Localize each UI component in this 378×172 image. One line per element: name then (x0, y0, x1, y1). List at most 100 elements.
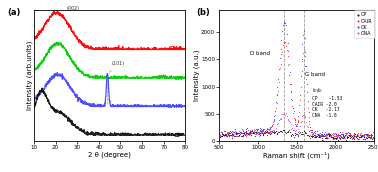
Point (364, 134, 370, 136)
Point (257, 133, 263, 136)
Point (328, 134, 334, 137)
Point (368, 136, 374, 138)
Point (302, 116, 308, 118)
Point (287, 121, 293, 124)
Point (363, 134, 369, 137)
Point (302, 114, 308, 117)
Point (255, 128, 261, 131)
Point (333, 138, 339, 140)
Point (321, 133, 327, 136)
Point (291, 128, 297, 131)
Point (333, 136, 339, 139)
Point (345, 134, 351, 136)
Point (322, 136, 328, 139)
Point (293, 125, 299, 127)
Point (261, 131, 267, 133)
Point (330, 134, 336, 136)
Point (342, 131, 348, 134)
Point (279, 50, 285, 53)
Point (288, 90, 294, 92)
X-axis label: 2 θ (degree): 2 θ (degree) (88, 152, 131, 158)
Point (370, 136, 376, 139)
Point (228, 134, 234, 136)
Point (326, 135, 332, 138)
Point (336, 133, 342, 136)
Text: G band: G band (305, 72, 325, 77)
Point (308, 134, 314, 137)
Point (230, 131, 236, 133)
Point (299, 133, 305, 136)
Point (352, 135, 358, 138)
Point (247, 131, 253, 134)
Point (301, 47, 307, 50)
Point (264, 130, 270, 132)
Point (260, 128, 266, 131)
Point (257, 132, 263, 135)
Point (306, 130, 312, 133)
Point (229, 134, 235, 137)
Point (313, 129, 319, 132)
Point (222, 132, 228, 135)
Point (303, 132, 309, 135)
Point (285, 55, 291, 57)
Point (251, 132, 257, 135)
Point (341, 136, 347, 139)
Point (272, 131, 278, 134)
Point (349, 137, 355, 139)
Point (229, 132, 235, 135)
Point (227, 131, 233, 134)
Point (300, 51, 306, 54)
Point (318, 132, 324, 135)
Point (227, 134, 233, 137)
Point (268, 131, 274, 134)
Point (305, 134, 311, 136)
Point (344, 135, 350, 138)
Point (237, 133, 243, 136)
Point (266, 131, 273, 134)
Point (291, 120, 297, 123)
Point (229, 133, 235, 135)
Point (277, 57, 283, 60)
Point (295, 119, 301, 121)
Point (219, 133, 225, 135)
Point (324, 137, 330, 139)
Point (253, 130, 259, 133)
Point (327, 134, 333, 137)
Point (349, 135, 355, 138)
Point (305, 106, 311, 109)
Point (293, 133, 299, 135)
Point (323, 132, 329, 135)
Point (226, 130, 232, 133)
Point (343, 138, 349, 141)
Point (361, 136, 367, 139)
Point (318, 135, 324, 137)
Point (337, 134, 343, 136)
Point (265, 127, 271, 130)
Point (284, 48, 290, 51)
Point (263, 127, 270, 130)
Point (312, 132, 318, 135)
Point (223, 133, 229, 136)
Point (371, 134, 377, 137)
Point (332, 132, 338, 135)
Point (310, 135, 316, 137)
Point (271, 118, 277, 121)
Point (243, 129, 249, 132)
Point (246, 132, 252, 134)
Point (269, 130, 275, 132)
Point (350, 137, 356, 140)
Point (292, 132, 298, 135)
Point (285, 130, 291, 133)
Point (294, 133, 300, 136)
Point (341, 137, 347, 139)
Point (356, 135, 362, 138)
Point (275, 89, 281, 92)
Point (319, 137, 325, 139)
Point (302, 132, 308, 135)
Point (367, 136, 373, 139)
Point (217, 133, 223, 136)
Point (249, 131, 256, 133)
Point (302, 54, 308, 57)
Point (232, 128, 238, 131)
Point (283, 132, 289, 134)
